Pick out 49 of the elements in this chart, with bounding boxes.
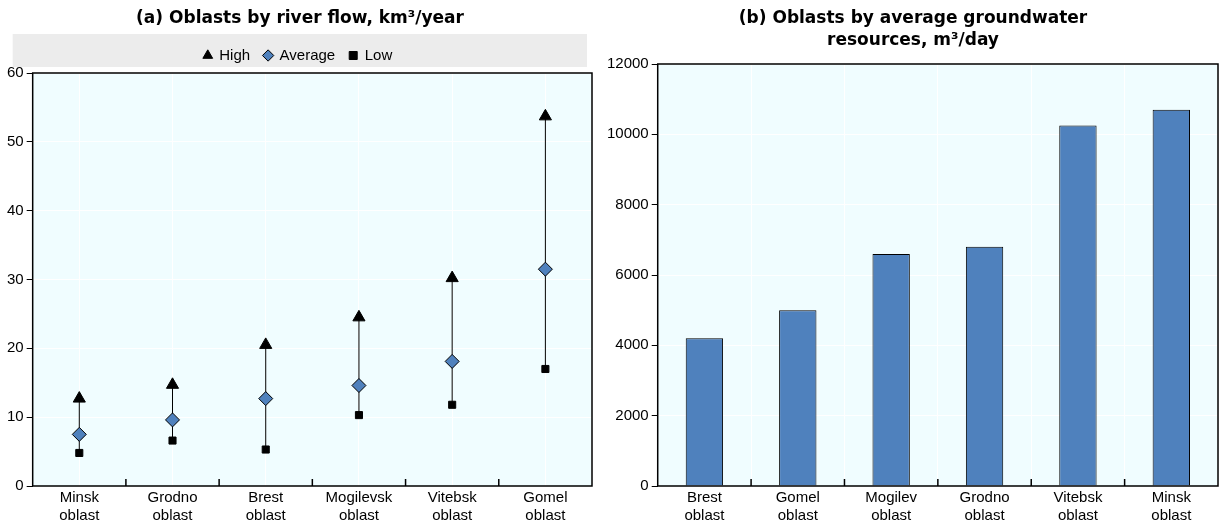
point xyxy=(165,377,180,389)
chart-title: (b) Oblasts by average groundwater resources, m³/day xyxy=(737,6,1089,50)
x-tick-label: Vitebsk oblast xyxy=(427,488,478,524)
y-tick-label: 8000 xyxy=(615,194,649,212)
point xyxy=(445,270,459,283)
point xyxy=(72,391,86,403)
x-tick-label: Mogilevsk oblast xyxy=(325,488,393,524)
legend-label: High xyxy=(219,45,251,63)
y-tick-label: 50 xyxy=(7,131,24,149)
point xyxy=(444,353,460,369)
y-tick-label: 30 xyxy=(7,269,24,287)
y-tick-label: 60 xyxy=(7,63,24,81)
point xyxy=(354,411,363,420)
y-tick-label: 0 xyxy=(15,476,24,494)
point xyxy=(351,378,367,393)
y-tick-label: 4000 xyxy=(615,335,649,353)
y-tick-label: 40 xyxy=(7,200,24,218)
y-tick-label: 10000 xyxy=(606,124,649,142)
x-tick-label: Vitebsk oblast xyxy=(1053,488,1103,524)
point xyxy=(165,412,181,428)
y-tick-label: 0 xyxy=(640,476,649,494)
point xyxy=(75,448,84,457)
legend-label: Average xyxy=(279,45,336,63)
x-tick-label: Brest oblast xyxy=(245,488,287,524)
point xyxy=(537,261,553,277)
x-tick-label: Gomel oblast xyxy=(523,488,568,524)
point xyxy=(261,445,270,454)
x-tick-label: Grodno oblast xyxy=(959,488,1010,524)
point xyxy=(541,364,550,374)
point xyxy=(538,108,552,121)
legend-label: Low xyxy=(364,45,393,63)
point xyxy=(258,391,274,407)
y-tick-label: 20 xyxy=(7,338,24,356)
x-tick-label: Mogilev oblast xyxy=(865,488,918,524)
x-tick-label: Minsk oblast xyxy=(59,488,101,524)
chart-title: (a) Oblasts by river flow, km³/year xyxy=(135,6,465,28)
x-tick-label: Gomel oblast xyxy=(775,488,820,524)
y-tick-label: 12000 xyxy=(606,54,649,72)
x-tick-label: Minsk oblast xyxy=(1151,488,1193,524)
x-tick-label: Brest oblast xyxy=(684,488,726,524)
point xyxy=(448,400,457,409)
x-tick-label: Grodno oblast xyxy=(147,488,198,524)
y-tick-label: 10 xyxy=(7,407,24,425)
y-tick-label: 2000 xyxy=(615,405,649,423)
point xyxy=(168,436,177,445)
point xyxy=(71,426,87,442)
y-tick-label: 6000 xyxy=(615,265,649,283)
point xyxy=(352,309,366,322)
point xyxy=(259,337,273,349)
